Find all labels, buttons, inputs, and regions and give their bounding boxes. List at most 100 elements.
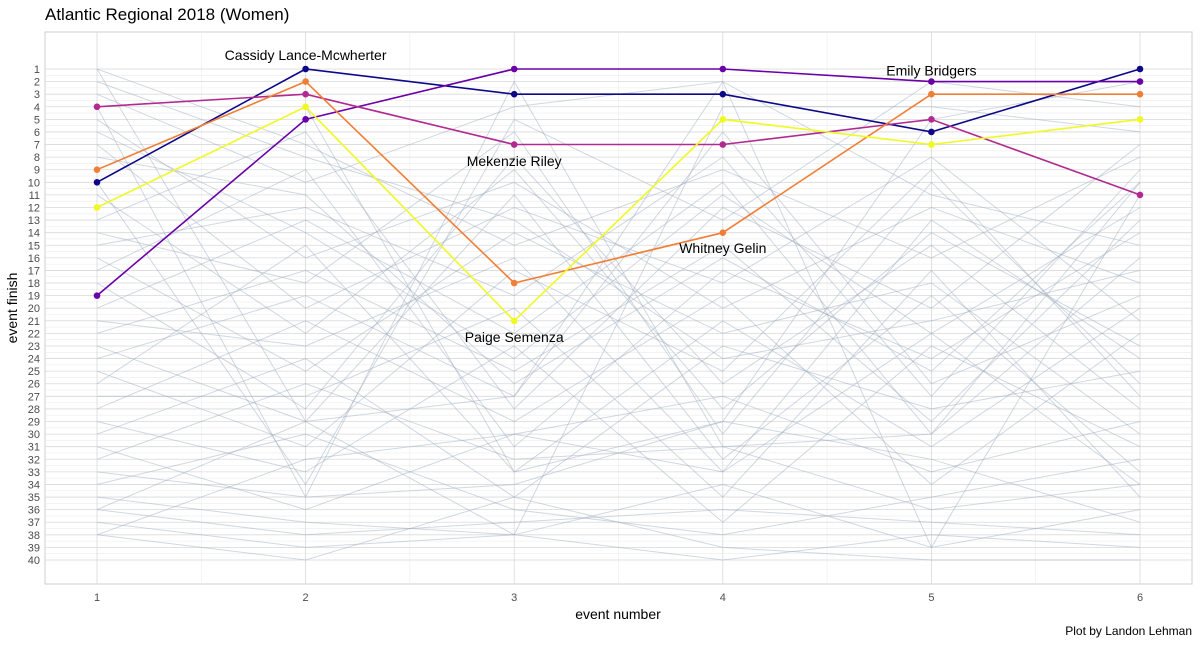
y-tick-label: 18 [28, 278, 40, 290]
y-tick-label: 39 [28, 542, 40, 554]
y-tick-label: 38 [28, 530, 40, 542]
series-point [719, 65, 727, 73]
series-point [719, 90, 727, 98]
chart-caption: Plot by Landon Lehman [1065, 624, 1192, 638]
background-series-line [96, 156, 1141, 410]
series-point [302, 103, 309, 111]
y-tick-label: 1 [34, 64, 40, 76]
y-tick-label: 2 [34, 77, 40, 89]
background-series-line [96, 521, 1141, 561]
y-tick-label: 28 [28, 404, 40, 416]
y-tick-label: 30 [28, 429, 40, 441]
series-line [96, 68, 1141, 184]
background-series-line [96, 81, 1141, 486]
y-tick-label: 6 [34, 127, 40, 139]
y-tick-label: 5 [34, 114, 40, 126]
y-tick-label: 29 [28, 417, 40, 429]
chart-title: Atlantic Regional 2018 (Women) [45, 5, 289, 24]
x-axis-ticks: 1 2 3 4 5 6 [94, 592, 1143, 604]
y-tick-label: 36 [28, 505, 40, 517]
background-series-line [96, 496, 1140, 561]
gridlines [45, 32, 1192, 584]
athlete-labels: Cassidy Lance-Mcwherter Emily Bridgers Mek… [225, 47, 977, 345]
series-line [96, 80, 1140, 284]
y-tick-label: 4 [34, 102, 40, 114]
y-tick-label: 12 [28, 202, 40, 214]
y-tick-label: 31 [28, 442, 40, 454]
background-series-line [96, 219, 1141, 423]
y-tick-label: 20 [28, 303, 40, 315]
series-line [96, 105, 1141, 322]
y-tick-label: 11 [29, 190, 40, 202]
athlete-label: Emily Bridgers [886, 62, 976, 78]
series-point [93, 204, 101, 211]
series-point [928, 128, 935, 136]
series-line [96, 68, 1140, 297]
series-point [719, 116, 727, 123]
athlete-label: Cassidy Lance-Mcwherter [225, 47, 387, 63]
series-point [510, 279, 518, 287]
series-point [510, 141, 518, 148]
y-tick-label: 24 [28, 354, 40, 366]
background-series-line [96, 194, 1141, 473]
x-axis-title: event number [575, 606, 661, 622]
y-tick-label: 15 [28, 240, 40, 252]
background-series-line [96, 244, 1141, 473]
x-tick-label: 5 [928, 592, 934, 604]
y-tick-label: 14 [28, 228, 40, 240]
series-point [928, 141, 935, 148]
background-series-line [96, 383, 1141, 511]
y-tick-label: 33 [28, 467, 40, 479]
y-tick-label: 32 [28, 454, 40, 466]
background-series-line [96, 131, 1141, 435]
background-series-line [96, 168, 1141, 448]
series-point [93, 166, 101, 174]
background-series-line [96, 68, 1141, 259]
background-series-line [96, 156, 1141, 385]
background-series-line [96, 131, 1141, 360]
athlete-label: Whitney Gelin [679, 240, 766, 256]
series-point [928, 90, 935, 98]
y-tick-label: 23 [28, 341, 40, 353]
athlete-label: Mekenzie Riley [467, 153, 562, 169]
background-series-line [96, 131, 1141, 397]
background-series-line [96, 433, 1141, 536]
y-tick-label: 34 [28, 479, 40, 491]
background-series-line [96, 81, 1141, 360]
background-series-line [96, 156, 1141, 398]
y-tick-label: 40 [28, 555, 40, 567]
highlighted-series-points [93, 65, 1144, 325]
background-series-line [96, 345, 1141, 498]
background-series-line [96, 106, 1141, 536]
background-series-line [96, 509, 1141, 536]
y-tick-label: 25 [28, 366, 40, 378]
background-series-line [96, 144, 1141, 322]
x-tick-label: 6 [1137, 592, 1143, 604]
background-series-line [96, 420, 1141, 523]
background-series-line [96, 345, 1141, 523]
series-point [1136, 90, 1144, 98]
y-tick-label: 16 [28, 253, 40, 265]
series-point [93, 292, 101, 299]
background-series-line [97, 269, 1141, 498]
background-series-line [96, 131, 1141, 410]
y-tick-label: 8 [34, 152, 40, 164]
series-point [1136, 78, 1144, 85]
series-point [719, 229, 727, 236]
series-point [510, 65, 518, 73]
x-tick-label: 1 [94, 592, 100, 604]
background-series-line [96, 169, 1141, 410]
background-series-line [96, 169, 1141, 448]
series-point [510, 90, 518, 98]
background-series-line [96, 483, 1141, 548]
y-tick-label: 19 [28, 291, 40, 303]
background-series-line [96, 232, 1141, 435]
series-point [302, 65, 309, 73]
series-point [928, 78, 935, 85]
background-series-line [96, 332, 1141, 536]
x-tick-label: 4 [720, 592, 726, 604]
series-point [93, 179, 101, 186]
y-tick-label: 3 [34, 89, 40, 101]
x-tick-label: 2 [303, 592, 309, 604]
